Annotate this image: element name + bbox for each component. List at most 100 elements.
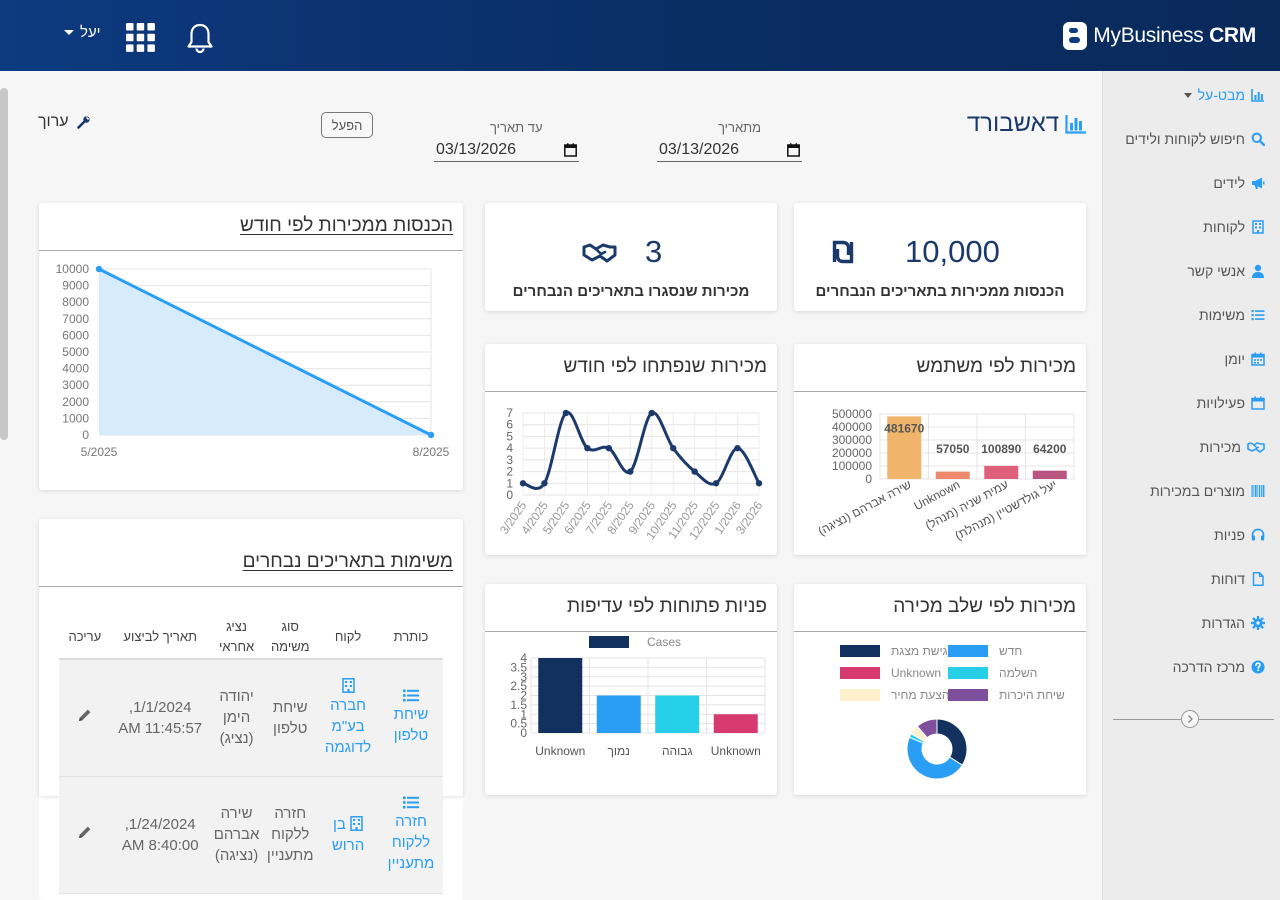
bar [887,416,922,479]
x-tick-label: נמוך [608,744,630,758]
column-header-title: כותרת [379,615,443,660]
apps-grid-icon[interactable] [126,23,155,52]
y-tick-label: 3000 [62,378,89,392]
x-tick-label: Unknown [535,744,585,758]
sales-by-stage-card: מכירות לפי שלב מכירה פגישת מצגת חדש Unknow… [794,584,1086,795]
task-client-link[interactable]: בן הרוש [331,815,365,854]
building-icon [350,815,363,831]
brand-logo-icon [1063,22,1088,50]
sidebar-item-sales[interactable]: מכירות [1200,437,1265,457]
y-tick-label: 2.5 [510,679,527,693]
sidebar-item-label: פעילויות [1196,395,1245,411]
question-icon [1251,660,1265,674]
kpi-card-revenue: 10,000 הכנסות ממכירות בתאריכים הנבחרים [794,203,1086,311]
brand-logo[interactable]: MyBusiness CRM [1063,20,1256,52]
bar [538,658,583,733]
kpi-card-closed-sales: 3 מכירות שנסגרו בתאריכים הנבחרים [485,203,777,311]
sidebar-item-label: דוחות [1211,571,1245,587]
sidebar-item-label: מוצרים במכירות [1150,483,1245,499]
task-title-link[interactable]: חזרה ללקוח מתעניין [387,812,435,872]
column-header-edit: עריכה [59,615,111,660]
sidebar-item-label: מרכז הדרכה [1172,659,1245,675]
sidebar-item-products-in-sales[interactable]: מוצרים במכירות [1150,481,1265,501]
x-tick-label: Unknown [711,744,761,758]
sidebar-item-clients[interactable]: לקוחות [1203,217,1265,237]
legend-label: השלמה [999,666,1037,680]
sales-by-user-card: מכירות לפי משתמש 0 100000 200000 300000 4000… [794,344,1086,555]
handshake-icon [1247,442,1265,453]
sidebar-item-tickets[interactable]: פניות [1214,525,1265,545]
data-point [605,444,613,452]
card-divider [39,250,463,251]
legend-label: חדש [999,644,1022,658]
card-divider [794,631,1086,632]
apply-button[interactable]: הפעל [321,112,373,138]
y-tick-label: 4 [520,651,527,665]
bell-icon[interactable] [186,22,214,54]
tasks-title: משימות בתאריכים נבחרים [242,551,453,572]
sales-opened-by-month-chart: 012345673/20254/20255/20256/20257/20258/… [497,406,766,542]
pencil-icon[interactable] [78,825,92,839]
sidebar-item-activities[interactable]: פעילויות [1197,393,1265,413]
sidebar-item-calendar[interactable]: יומן [1224,349,1265,369]
sidebar-item-help-center[interactable]: מרכז הדרכה [1173,657,1265,677]
tasks-card: משימות בתאריכים נבחרים כותרת לקוח סוג מש… [39,519,463,900]
y-tick-label: 500000 [832,407,872,421]
data-point [627,468,634,475]
task-client-cell[interactable]: בן הרוש [317,776,379,894]
data-point [541,480,548,487]
pencil-icon[interactable] [78,708,92,722]
sidebar-item-reports[interactable]: דוחות [1211,569,1265,589]
sidebar: מבט-על חיפוש לקוחות ולידים לידים לקוחות … [1102,71,1280,900]
page-scrollbar[interactable] [0,88,8,440]
legend-swatch [948,667,988,679]
sidebar-collapse-button[interactable] [1181,710,1199,728]
list-icon [403,689,419,702]
y-tick-label: 1000 [62,411,89,425]
view-selector-dropdown[interactable]: מבט-על [1170,85,1265,105]
series-line [522,411,761,490]
legend-swatch [840,645,880,657]
from-date-value: 03/13/2026 [659,140,740,158]
sales-by-stage-chart: פגישת מצגת חדש Unknown השלמה הצעת מחיר שיחת ה… [840,644,1065,780]
tickets-chart-title: פניות פתוחות לפי עדיפות [566,596,767,617]
sidebar-item-tasks[interactable]: משימות [1199,305,1265,325]
sidebar-item-leads[interactable]: לידים [1213,173,1265,193]
task-title-cell[interactable]: חזרה ללקוח מתעניין [379,776,443,894]
sidebar-item-contacts[interactable]: אנשי קשר [1187,261,1265,281]
y-tick-label: 200000 [832,446,872,460]
y-tick-label: 0 [865,472,872,486]
pie-slice [916,718,938,739]
sidebar-item-label: לידים [1213,175,1245,191]
table-row: שיחת טלפון חברה בע"מ לדוגמה שיחת טלפון י… [59,659,443,777]
user-menu[interactable]: יעל [64,24,101,41]
from-date-input[interactable]: 03/13/2026 [657,138,802,162]
calendar-icon[interactable] [564,142,577,157]
task-due-date-cell: 1/1/2024, 11:45:57 AM [110,659,210,777]
from-date-label: מתאריך [718,120,762,135]
edit-dashboard-button[interactable]: ערוך [38,113,91,131]
task-client-cell[interactable]: חברה בע"מ לדוגמה [317,659,379,777]
chevron-right-icon [1188,715,1193,723]
task-title-link[interactable]: שיחת טלפון [393,706,429,745]
task-client-link[interactable]: חברה בע"מ לדוגמה [324,696,372,756]
data-point [669,444,677,452]
task-title-cell[interactable]: שיחת טלפון [379,659,443,777]
data-point [519,480,527,487]
data-point [427,431,435,439]
data-point [755,480,763,487]
data-label: 57050 [936,442,970,456]
sidebar-item-settings[interactable]: הגדרות [1202,613,1265,633]
revenue-by-month-chart: 0 1000 2000 3000 4000 5000 6000 7000 8000 9000 100… [56,262,450,459]
card-divider [39,586,463,587]
card-divider [794,391,1086,392]
edit-label: ערוך [38,113,69,130]
sidebar-item-search[interactable]: חיפוש לקוחות ולידים [1125,129,1265,149]
closed-sales-label: מכירות שנסגרו בתאריכים הנבחרים [512,283,750,300]
legend-label: פגישת מצגת [891,644,955,658]
pie-slice [936,718,968,766]
to-date-input[interactable]: 03/13/2026 [434,138,579,162]
user-name: יעל [80,24,101,41]
legend-label: Unknown [891,666,941,680]
calendar-icon[interactable] [787,142,800,157]
